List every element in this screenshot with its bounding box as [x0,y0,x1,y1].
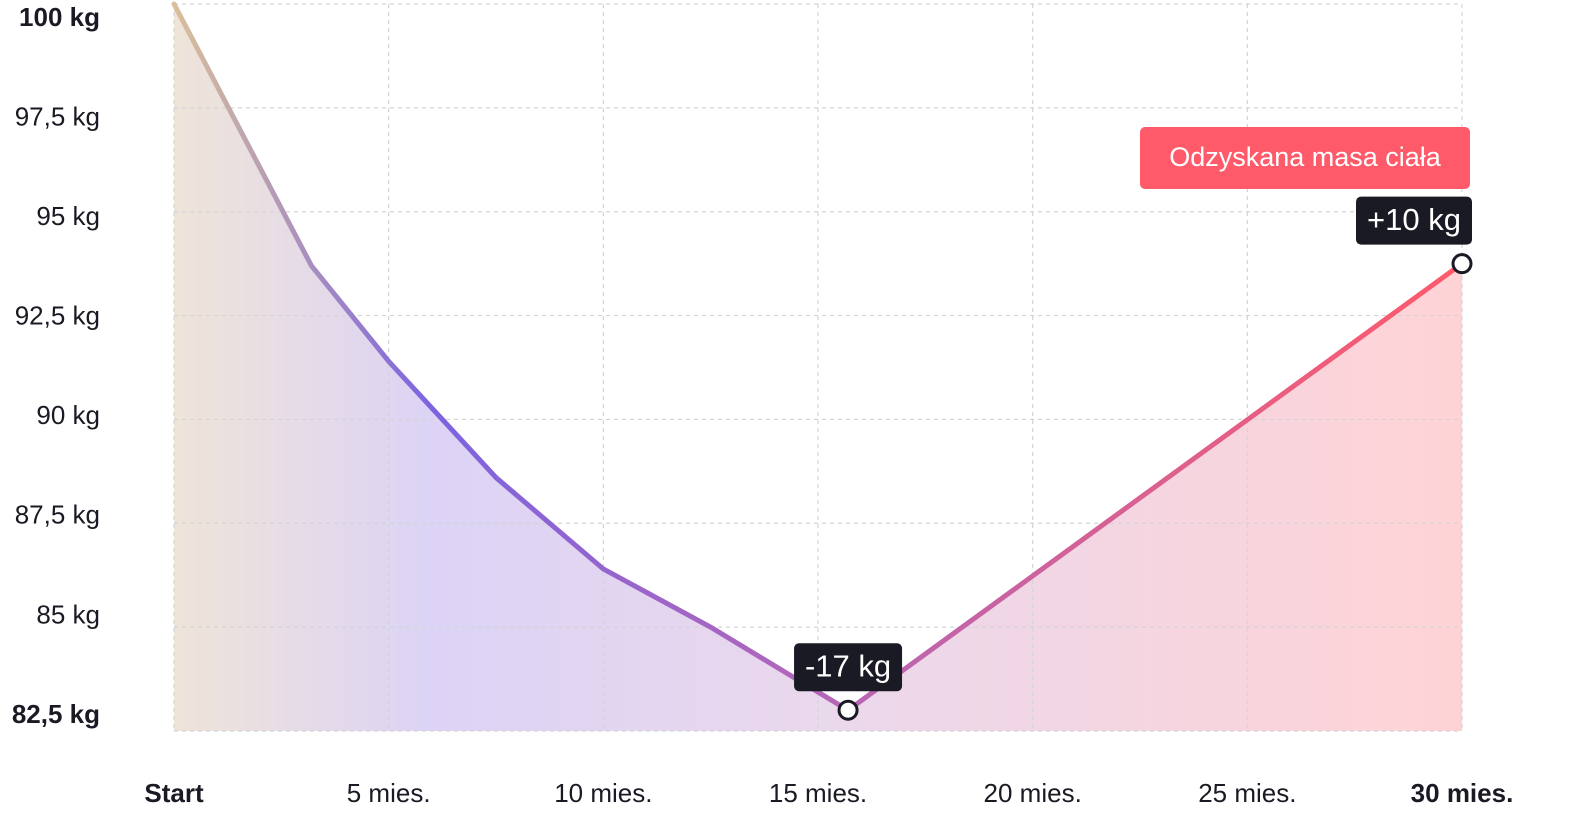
y-tick-label: 90 kg [36,400,100,430]
y-tick-label: 100 kg [19,2,100,32]
annotation-label: +10 kg [1367,202,1461,237]
annotation-label-bg [794,643,903,692]
line [171,1,1465,713]
x-tick-label: Start [144,778,204,808]
y-tick-label: 85 kg [36,599,100,629]
annotation-badge: Odzyskana masa ciała [1169,142,1442,172]
x-tick-label: 5 mies. [347,778,431,808]
y-tick-label: 92,5 kg [15,301,100,331]
y-tick-label: 95 kg [36,201,100,231]
point-marker [837,699,859,721]
x-tick-label: 30 mies. [1411,778,1514,808]
annotation-badge-bg [1140,127,1470,189]
annotation-label-bg [1356,196,1472,245]
area [174,4,1462,731]
x-tick-label: 10 mies. [554,778,652,808]
point-marker [1451,253,1473,275]
y-tick-label: 82,5 kg [12,699,100,729]
annotation-label: -17 kg [805,648,891,683]
x-tick-label: 25 mies. [1198,778,1296,808]
x-tick-label: 20 mies. [984,778,1082,808]
x-tick-label: 15 mies. [769,778,867,808]
y-tick-label: 87,5 kg [15,500,100,530]
y-tick-label: 97,5 kg [15,101,100,131]
